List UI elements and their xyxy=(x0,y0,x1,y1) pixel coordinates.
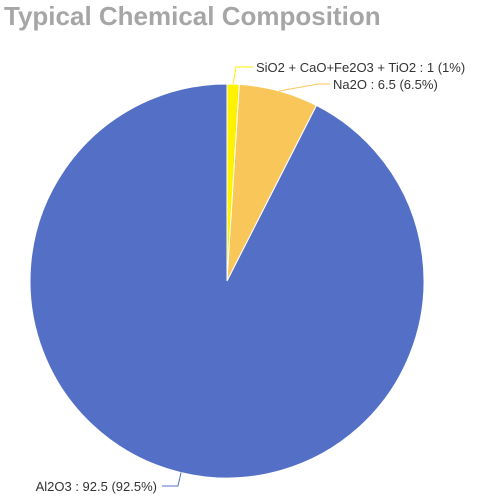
leader-line-0 xyxy=(232,66,253,85)
chart-title: Typical Chemical Composition xyxy=(4,1,381,31)
slice-label-1: Na2O : 6.5 (6.5%) xyxy=(333,77,438,92)
slice-label-0: SiO2 + CaO+Fe2O3 + TiO2 : 1 (1%) xyxy=(256,60,465,75)
pie-slice-2[interactable] xyxy=(29,83,425,479)
leader-line-1 xyxy=(278,83,330,92)
leader-line-2 xyxy=(162,472,182,487)
leader-lines-layer xyxy=(162,66,330,487)
labels-layer: SiO2 + CaO+Fe2O3 + TiO2 : 1 (1%) Na2O : 6… xyxy=(36,60,466,494)
slices-layer xyxy=(29,83,425,479)
slice-label-2: Al2O3 : 92.5 (92.5%) xyxy=(36,479,157,494)
